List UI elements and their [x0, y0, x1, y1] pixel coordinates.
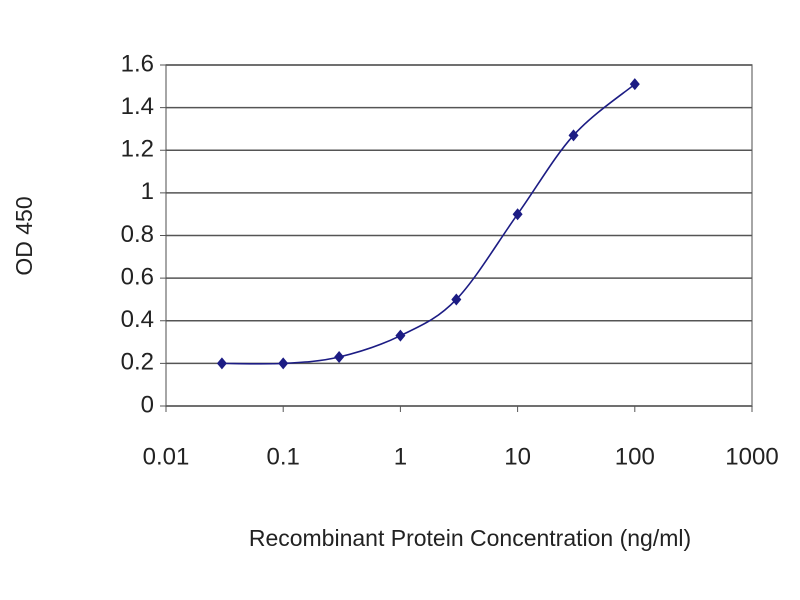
data-point [395, 329, 406, 342]
y-tick-label: 0.2 [121, 349, 154, 376]
data-point [512, 208, 523, 221]
x-tick-label: 10 [504, 443, 531, 470]
data-point [451, 293, 462, 306]
y-tick-label: 1.6 [121, 50, 154, 77]
y-tick-label: 0.4 [121, 306, 154, 333]
series-line [221, 83, 636, 365]
x-axis-label: Recombinant Protein Concentration (ng/ml… [249, 525, 691, 551]
y-tick-label: 0.8 [121, 221, 154, 248]
data-point [568, 129, 579, 142]
y-tick-label: 1 [141, 178, 154, 205]
x-tick-label: 100 [615, 443, 655, 470]
x-tick-label: 1 [394, 443, 407, 470]
y-axis-label: OD 450 [11, 196, 37, 275]
x-tick-label: 0.01 [143, 443, 190, 470]
y-tick-label: 0 [141, 391, 154, 418]
data-point [278, 357, 289, 370]
y-tick-label: 0.6 [121, 263, 154, 290]
data-point [216, 357, 227, 370]
x-tick-label: 0.1 [267, 443, 300, 470]
y-tick-label: 1.2 [121, 136, 154, 163]
data-point [629, 78, 640, 91]
data-point [334, 350, 345, 363]
y-tick-label: 1.4 [121, 93, 154, 120]
x-tick-label: 1000 [725, 443, 778, 470]
